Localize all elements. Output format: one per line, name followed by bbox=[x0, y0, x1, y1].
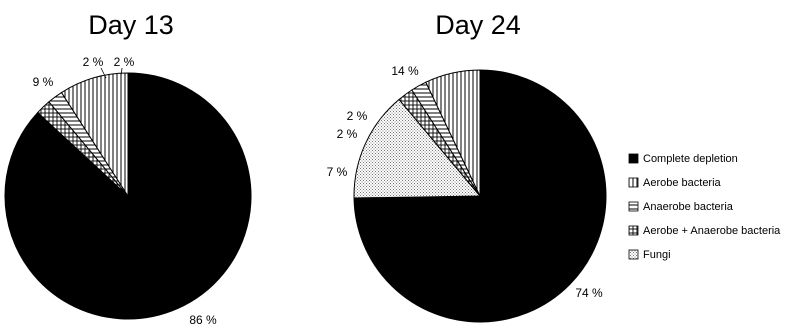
pie-slice-day24-complete-depletion bbox=[353, 69, 607, 323]
legend-swatch-complete-depletion bbox=[628, 153, 639, 164]
leader-line-day13-aerobe-anaerobe bbox=[120, 67, 123, 77]
legend-label-aerobe-anaerobe: Aerobe + Anaerobe bacteria bbox=[643, 225, 781, 237]
pie-day13 bbox=[4, 72, 252, 320]
slice-label-day13-aerobe: 9 % bbox=[33, 75, 54, 89]
slice-label-day24-fungi: 14 % bbox=[391, 64, 419, 78]
slice-label-day24-aerobe-anaerobe: 2 % bbox=[347, 109, 368, 123]
legend-label-aerobe: Aerobe bacteria bbox=[643, 177, 722, 189]
legend-label-complete-depletion: Complete depletion bbox=[643, 153, 738, 165]
chart-title-day13: Day 13 bbox=[88, 10, 174, 40]
pie-day24 bbox=[353, 69, 607, 323]
legend-swatch-anaerobe bbox=[628, 201, 639, 212]
chart-title-day24: Day 24 bbox=[435, 10, 521, 40]
legend-swatch-aerobe-anaerobe bbox=[628, 225, 639, 236]
legend: Complete depletion Aerobe bacteria Anaerob… bbox=[628, 153, 781, 261]
pie-slice-day13-aerobe bbox=[60, 72, 129, 198]
pie-slice-day24-fungi bbox=[353, 98, 482, 199]
slice-label-day24-aerobe: 7 % bbox=[327, 165, 348, 179]
legend-swatch-aerobe bbox=[628, 177, 639, 188]
legend-label-anaerobe: Anaerobe bacteria bbox=[643, 201, 734, 213]
pie-slice-day24-aerobe bbox=[425, 69, 481, 197]
legend-swatch-fungi bbox=[628, 249, 639, 260]
slice-label-day13-aerobe-anaerobe: 2 % bbox=[114, 55, 135, 69]
legend-label-fungi: Fungi bbox=[643, 249, 671, 261]
slice-label-day13-complete-depletion: 86 % bbox=[189, 313, 217, 327]
slice-label-day24-complete-depletion: 74 % bbox=[575, 286, 603, 300]
leader-line-day13-anaerobe bbox=[100, 67, 107, 79]
slice-label-day13-anaerobe: 2 % bbox=[83, 55, 104, 69]
slice-label-day24-anaerobe: 2 % bbox=[337, 127, 358, 141]
